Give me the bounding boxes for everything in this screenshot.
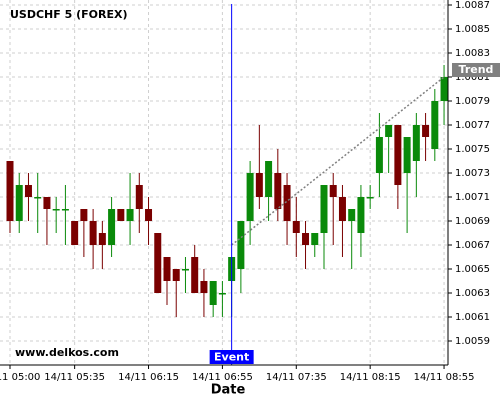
x-tick-label: 14/11 05:00: [0, 372, 40, 383]
y-tick-label: 1.0067: [455, 240, 490, 251]
x-tick-label: 14/11 06:15: [118, 372, 179, 383]
candle-body: [394, 125, 402, 185]
candle-body: [385, 125, 393, 137]
candle-body: [209, 281, 217, 305]
x-tick-label: 14/11 08:15: [340, 372, 401, 383]
candle-body: [145, 209, 153, 221]
x-tick-label: 14/11 08:55: [414, 372, 475, 383]
y-tick-label: 1.0063: [455, 288, 490, 299]
candle-body: [172, 269, 180, 281]
candle-body: [61, 209, 69, 211]
chart-title: USDCHF 5 (FOREX): [10, 8, 127, 21]
marks: [6, 4, 448, 365]
candle-body: [218, 293, 226, 295]
y-tick-label: 1.0073: [455, 168, 490, 179]
x-tick-label: 14/11 07:35: [266, 372, 327, 383]
candle-body: [292, 221, 300, 233]
y-tick-label: 1.0075: [455, 144, 490, 155]
candle-body: [274, 173, 282, 209]
grid: [0, 0, 448, 365]
candle-body: [80, 209, 88, 221]
y-tick-label: 1.0079: [455, 96, 490, 107]
candle-body: [329, 185, 337, 197]
candle-body: [403, 137, 411, 173]
event-label-box: [209, 350, 254, 364]
candle-body: [24, 185, 32, 197]
candle-body: [181, 269, 189, 271]
trend-line: [231, 76, 445, 246]
candle-body: [98, 233, 106, 245]
candle-body: [15, 185, 23, 221]
candle-body: [126, 209, 134, 221]
trend-label-box: [452, 63, 500, 77]
candle-body: [52, 209, 60, 211]
candle-body: [255, 173, 263, 197]
trend-label: Trend: [459, 63, 494, 76]
candle-body: [422, 125, 430, 137]
y-tick-label: 1.0069: [455, 216, 490, 227]
candle-body: [117, 209, 125, 221]
candle-body: [237, 221, 245, 269]
candle-body: [348, 209, 356, 221]
watermark: www.delkos.com: [15, 346, 119, 359]
candle-body: [154, 233, 162, 293]
candle-body: [191, 257, 199, 293]
candle-body: [283, 185, 291, 221]
candle-body: [302, 233, 310, 245]
y-tick-label: 1.0087: [455, 0, 490, 11]
candle-body: [108, 209, 116, 245]
candle-body: [200, 281, 208, 293]
candle-body: [366, 197, 374, 199]
event-label: Event: [214, 351, 249, 364]
candle-body: [246, 173, 254, 221]
y-tick-label: 1.0081: [455, 72, 490, 83]
candle-body: [135, 185, 143, 209]
x-tick-label: 14/11 06:55: [192, 372, 253, 383]
y-tick-label: 1.0071: [455, 192, 490, 203]
candle-body: [431, 101, 439, 149]
y-tick-label: 1.0083: [455, 48, 490, 59]
y-tick-label: 1.0061: [455, 312, 490, 323]
candle-body: [320, 185, 328, 233]
y-tick-label: 1.0077: [455, 120, 490, 131]
candle-body: [71, 221, 79, 245]
candle-body: [43, 197, 51, 209]
candle-body: [412, 125, 420, 161]
candle-body: [357, 197, 365, 233]
y-tick-label: 1.0059: [455, 336, 490, 347]
y-tick-label: 1.0085: [455, 24, 490, 35]
x-axis-label: Date: [211, 383, 246, 398]
candle-body: [6, 161, 14, 221]
candle-body: [338, 197, 346, 221]
candle-body: [163, 257, 171, 281]
x-tick-label: 14/11 05:35: [44, 372, 105, 383]
candle-body: [89, 221, 97, 245]
candle-body: [265, 161, 273, 197]
y-tick-label: 1.0065: [455, 264, 490, 275]
candle-body: [311, 233, 319, 245]
candle-body: [440, 77, 448, 101]
candle-body: [375, 137, 383, 173]
candle-body: [34, 197, 42, 199]
